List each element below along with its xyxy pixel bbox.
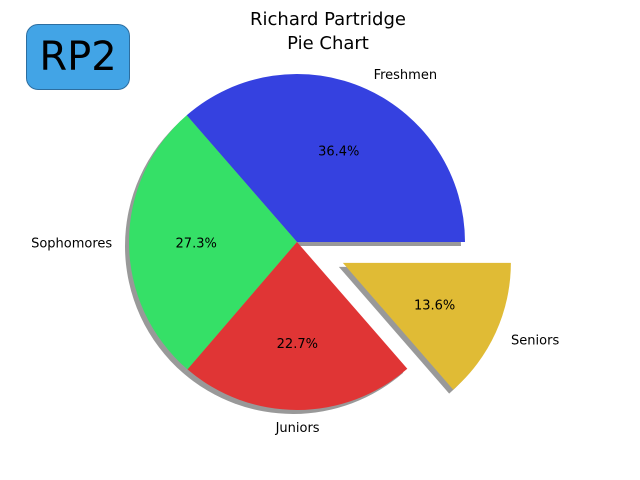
slice-juniors: [187, 242, 408, 411]
label-seniors: Seniors: [511, 333, 559, 348]
rp2-badge: RP2: [26, 24, 130, 90]
slice-freshmen: [186, 73, 465, 242]
chart-title-line-2: Pie Chart: [287, 33, 369, 54]
label-sophomores: Sophomores: [31, 237, 112, 252]
label-freshmen: Freshmen: [374, 68, 438, 83]
slice-seniors: [342, 262, 511, 390]
pie-slices: [129, 73, 511, 411]
label-juniors: Juniors: [275, 421, 320, 436]
pct-label-juniors: 22.7%: [277, 337, 318, 352]
chart-title-line-1: Richard Partridge: [250, 9, 406, 30]
pct-label-sophomores: 27.3%: [176, 236, 217, 251]
pct-label-freshmen: 36.4%: [318, 144, 359, 159]
pie-labels: Freshmen 36.4% Sophomores 27.3% Juniors 22.7%…: [31, 68, 559, 436]
pct-label-seniors: 13.6%: [414, 299, 455, 314]
badge-text: RP2: [39, 34, 117, 80]
slice-sophomores: [129, 115, 297, 370]
